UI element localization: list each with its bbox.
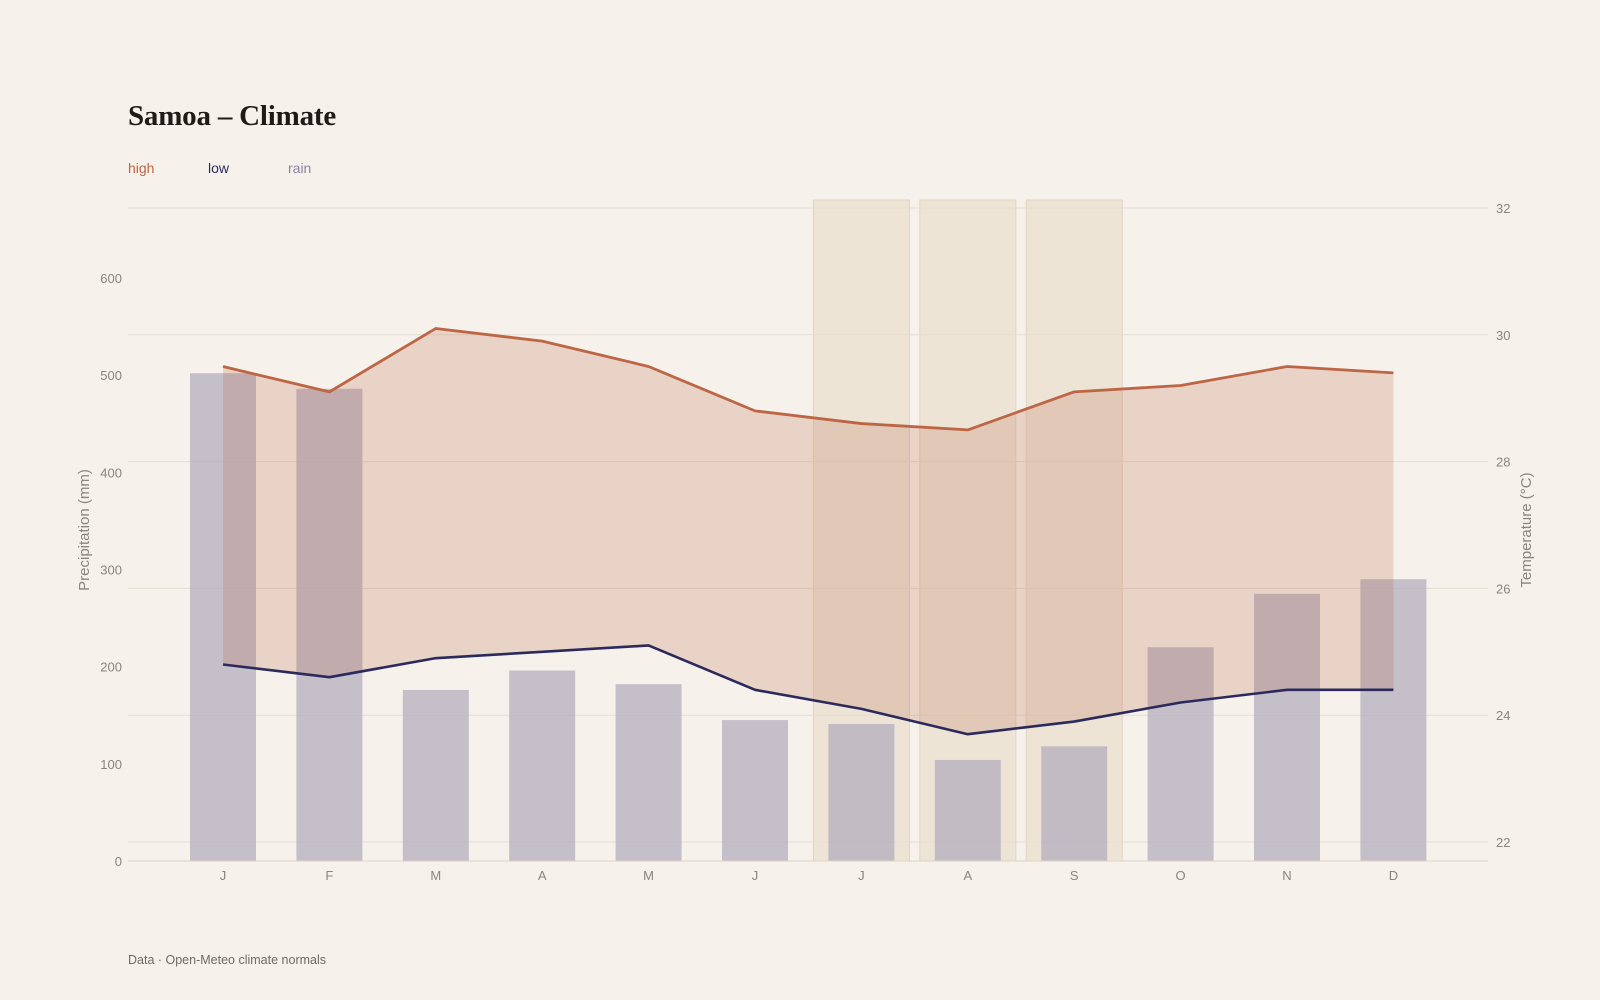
legend-item-low: low xyxy=(208,160,230,176)
y-right-tick-label: 24 xyxy=(1496,708,1510,723)
rain-bar xyxy=(296,388,363,861)
x-tick-label: M xyxy=(643,868,654,883)
rain-bar xyxy=(934,759,1001,861)
y-left-tick-label: 0 xyxy=(115,854,122,869)
x-tick-label: S xyxy=(1070,868,1079,883)
y-right-tick-label: 22 xyxy=(1496,835,1510,850)
y-right-tick-label: 30 xyxy=(1496,328,1510,343)
rain-bar xyxy=(402,689,469,861)
y-left-tick-label: 200 xyxy=(100,660,122,675)
y-left-tick-label: 400 xyxy=(100,465,122,480)
x-tick-label: O xyxy=(1176,868,1186,883)
rain-bar xyxy=(1041,746,1108,861)
rain-bar xyxy=(190,373,256,861)
y-right-tick-label: 26 xyxy=(1496,581,1510,596)
low-line xyxy=(222,644,1394,736)
y-left-tick-label: 500 xyxy=(100,368,122,383)
data-source: Data · Open-Meteo climate normals xyxy=(128,953,326,967)
x-tick-label: F xyxy=(325,868,333,883)
temperature-lines xyxy=(222,327,1394,736)
y-left-tick-label: 100 xyxy=(100,757,122,772)
rain-bar xyxy=(828,723,895,861)
x-tick-label: N xyxy=(1282,868,1291,883)
y-axis-left-title: Precipitation (mm) xyxy=(76,469,93,591)
rain-bar xyxy=(1360,579,1427,861)
axes: J F M A M J J A S O N D 0 100 200 300 400 500 600 22 24 26 28 3… xyxy=(100,201,1510,883)
y-axis-right-title: Temperature (°C) xyxy=(1518,472,1535,587)
x-tick-label: J xyxy=(220,868,227,883)
x-tick-label: A xyxy=(538,868,547,883)
y-right-tick-label: 28 xyxy=(1496,455,1510,470)
y-left-tick-label: 600 xyxy=(100,271,122,286)
y-right-tick-label: 32 xyxy=(1496,201,1510,216)
x-tick-label: J xyxy=(752,868,759,883)
x-tick-label: A xyxy=(963,868,972,883)
rain-bar xyxy=(1147,647,1214,861)
rain-bar xyxy=(722,720,788,861)
rain-bar xyxy=(509,670,576,861)
chart-title: Samoa – Climate xyxy=(128,100,337,132)
temperature-range-area xyxy=(223,328,1394,735)
highlight-band xyxy=(919,199,1017,862)
legend-item-rain: rain xyxy=(288,160,312,176)
rain-bars xyxy=(190,373,1427,861)
high-line xyxy=(222,327,1394,432)
x-tick-label: D xyxy=(1389,868,1398,883)
rain-bar xyxy=(1254,593,1320,861)
x-tick-label: M xyxy=(430,868,441,883)
legend-item-high: high xyxy=(128,160,155,176)
rain-bar xyxy=(615,684,682,861)
high-low-range-area xyxy=(223,328,1394,735)
y-left-tick-label: 300 xyxy=(100,563,122,578)
x-tick-label: J xyxy=(858,868,865,883)
